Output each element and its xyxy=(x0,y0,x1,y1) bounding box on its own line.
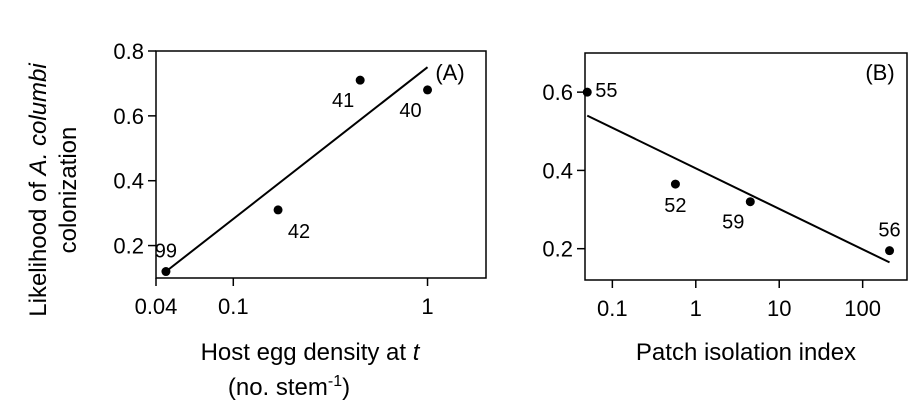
panel-b-data-point xyxy=(745,197,755,207)
panel-b-x-axis-title: Patch isolation index xyxy=(636,339,856,366)
panel-b-point-label: 59 xyxy=(722,212,744,234)
panel-b-x-tick-label: 1 xyxy=(690,296,702,321)
panel-a-y-ticks: 0.2 0.4 0.6 0.8 xyxy=(113,39,156,259)
panel-b-x-ticks: 0.1 1 10 100 xyxy=(597,280,881,321)
panel-b-y-tick-label: 0.4 xyxy=(542,158,573,183)
panel-a-label: (A) xyxy=(435,60,464,85)
panel-b-point-label: 56 xyxy=(878,220,900,242)
y-axis-title-prefix: Likelihood of xyxy=(25,175,52,316)
panel-a-x-axis-title: Host egg density at t xyxy=(201,339,421,366)
panel-b: 0.2 0.4 0.6 0.1 1 10 100 55 52 59 56 (B) Patch i… xyxy=(542,52,908,366)
panel-a-y-tick-label: 0.2 xyxy=(113,234,144,259)
panel-a-frame xyxy=(155,50,487,279)
panel-a-data-point xyxy=(161,267,171,277)
panel-b-x-tick-label: 100 xyxy=(844,296,881,321)
panel-b-y-tick-label: 0.6 xyxy=(542,80,573,105)
panel-b-label: (B) xyxy=(865,60,894,85)
panel-a-marks: 99 42 41 40 xyxy=(155,66,433,277)
y-axis-title-line2: colonization xyxy=(55,127,82,254)
panel-a-x-tick-label: 0.04 xyxy=(135,294,178,319)
panel-b-marks: 55 52 59 56 xyxy=(582,80,901,264)
panel-a-x-axis-title-text: Host egg density at xyxy=(201,339,413,366)
panel-a-x-tick-label: 0.1 xyxy=(218,294,249,319)
panel-b-point-label: 55 xyxy=(595,80,617,102)
unit-pre: (no. stem xyxy=(228,374,328,401)
panel-b-data-point xyxy=(670,179,680,189)
panel-a-point-label: 99 xyxy=(155,241,177,263)
panel-a-point-label: 42 xyxy=(288,221,310,243)
panel-a-y-tick-label: 0.4 xyxy=(113,169,144,194)
panel-a-x-tick-label: 1 xyxy=(421,294,433,319)
panel-a-y-tick-label: 0.6 xyxy=(113,104,144,129)
panel-a-point-label: 40 xyxy=(399,100,421,122)
panel-a-data-point xyxy=(355,75,365,85)
panel-a-y-tick-label: 0.8 xyxy=(113,39,144,64)
panel-a-x-ticks: 0.04 0.1 1 xyxy=(135,278,434,319)
y-axis-title: Likelihood of A. columbi xyxy=(25,63,52,317)
panel-a-point-label: 41 xyxy=(332,90,354,112)
panel-a-data-point xyxy=(423,85,433,95)
unit-superscript: -1 xyxy=(328,373,342,390)
panel-b-y-tick-label: 0.2 xyxy=(542,237,573,262)
panel-a-data-point xyxy=(273,205,283,215)
y-axis-title-species: A. columbi xyxy=(25,63,52,178)
panel-b-trend-line xyxy=(586,114,890,264)
panel-b-data-point xyxy=(582,87,592,97)
panel-b-x-tick-label: 10 xyxy=(767,296,791,321)
panel-a-x-axis-title-unit: (no. stem-1) xyxy=(228,373,350,401)
panel-a-x-axis-title-var: t xyxy=(413,339,421,366)
panel-b-y-ticks: 0.2 0.4 0.6 xyxy=(542,80,585,262)
panel-b-data-point xyxy=(885,246,895,256)
panel-b-x-tick-label: 0.1 xyxy=(597,296,628,321)
panel-b-frame xyxy=(584,52,908,281)
unit-post: ) xyxy=(342,374,350,401)
panel-a: 0.2 0.4 0.6 0.8 0.04 0.1 1 99 42 41 40 (A) Host … xyxy=(113,39,487,401)
panel-b-point-label: 52 xyxy=(664,195,686,217)
panel-a-trend-line xyxy=(165,66,429,273)
